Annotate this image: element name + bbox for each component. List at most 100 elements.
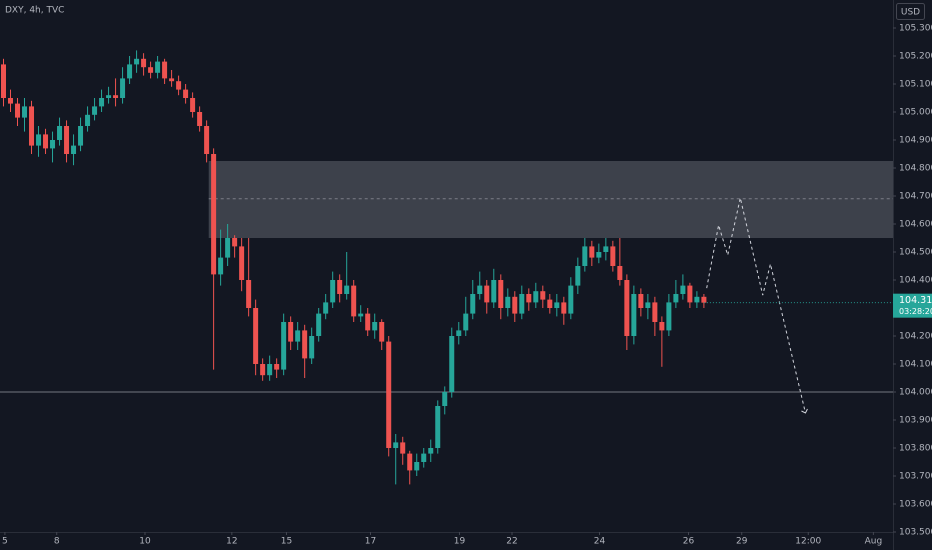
candle-body bbox=[260, 364, 266, 376]
candle-body bbox=[617, 266, 623, 280]
candle-body bbox=[582, 246, 588, 266]
candle-body bbox=[631, 294, 637, 336]
candle-body bbox=[365, 313, 371, 331]
candle-body bbox=[512, 296, 518, 314]
candle-body bbox=[477, 285, 483, 294]
candle-body bbox=[239, 246, 245, 280]
candle-body bbox=[533, 291, 539, 303]
candle-body bbox=[456, 330, 462, 336]
candle-body bbox=[127, 64, 133, 79]
y-tick-label: 104.600 bbox=[899, 220, 932, 230]
candle-body bbox=[393, 442, 399, 448]
chart-title: DXY, 4h, TVC bbox=[5, 6, 64, 16]
y-tick-label: 105.100 bbox=[899, 80, 932, 90]
candle-body bbox=[295, 330, 301, 342]
candle-body bbox=[302, 330, 308, 359]
candle-body bbox=[253, 308, 259, 364]
candle-body bbox=[323, 302, 329, 314]
candle-body bbox=[407, 453, 413, 471]
candle-body bbox=[316, 313, 322, 336]
x-tick-label: 24 bbox=[594, 537, 606, 547]
x-tick-label: 19 bbox=[454, 537, 466, 547]
y-tick-label: 104.400 bbox=[899, 276, 932, 286]
candle-body bbox=[463, 313, 469, 331]
candle-body bbox=[225, 238, 231, 258]
y-tick-label: 104.900 bbox=[899, 136, 932, 146]
candle-body bbox=[64, 126, 70, 154]
y-tick-label: 105.300 bbox=[899, 24, 932, 34]
candle-body bbox=[400, 442, 406, 454]
candle-body bbox=[246, 280, 252, 308]
candle-body bbox=[498, 280, 504, 308]
candle-body bbox=[71, 145, 77, 154]
candle-body bbox=[519, 294, 525, 314]
candle-body bbox=[428, 448, 434, 454]
last-price-label: 104.319 bbox=[899, 295, 932, 306]
currency-label[interactable]: USD bbox=[901, 8, 920, 18]
candle-body bbox=[484, 285, 490, 303]
y-tick-label: 104.100 bbox=[899, 360, 932, 370]
candle-body bbox=[274, 364, 280, 370]
y-tick-label: 105.000 bbox=[899, 108, 932, 118]
candle-body bbox=[596, 252, 602, 258]
candle-body bbox=[351, 285, 357, 317]
x-tick-label: Aug bbox=[865, 537, 883, 547]
y-tick-label: 103.900 bbox=[899, 416, 932, 426]
candle-body bbox=[134, 58, 140, 65]
candle-body bbox=[610, 246, 616, 266]
candle-body bbox=[659, 322, 665, 331]
candle-body bbox=[358, 313, 364, 317]
y-tick-label: 104.700 bbox=[899, 192, 932, 202]
candle-body bbox=[568, 285, 574, 314]
candle-body bbox=[470, 294, 476, 314]
candle-body bbox=[288, 322, 294, 342]
x-tick-label: 8 bbox=[54, 537, 60, 547]
candle-body bbox=[435, 406, 441, 448]
y-tick-label: 104.800 bbox=[899, 164, 932, 174]
y-tick-label: 103.800 bbox=[899, 444, 932, 454]
candle-body bbox=[680, 285, 686, 294]
candle-body bbox=[197, 112, 203, 126]
candle-body bbox=[344, 285, 350, 294]
candle-body bbox=[36, 134, 42, 146]
candle-body bbox=[589, 246, 595, 258]
candle-body bbox=[113, 95, 119, 98]
y-tick-label: 105.200 bbox=[899, 52, 932, 62]
candle-body bbox=[148, 67, 154, 73]
candle-body bbox=[78, 126, 84, 146]
y-tick-label: 103.700 bbox=[899, 472, 932, 482]
candle-body bbox=[540, 291, 546, 300]
x-tick-label: 10 bbox=[139, 537, 151, 547]
candle-body bbox=[414, 462, 420, 471]
candle-body bbox=[281, 322, 287, 370]
candle-body bbox=[155, 61, 161, 73]
candle-body bbox=[176, 81, 182, 90]
candle-body bbox=[638, 294, 644, 308]
candle-body bbox=[645, 302, 651, 308]
candle-body bbox=[694, 296, 700, 303]
candle-body bbox=[421, 453, 427, 462]
y-tick-label: 104.500 bbox=[899, 248, 932, 258]
candle-body bbox=[8, 98, 14, 104]
candle-body bbox=[162, 61, 168, 79]
candle-body bbox=[120, 78, 126, 98]
x-tick-label: 22 bbox=[506, 537, 517, 547]
last-price-tag bbox=[893, 293, 932, 318]
candle-body bbox=[50, 140, 56, 149]
y-tick-label: 103.600 bbox=[899, 500, 932, 510]
candle-body bbox=[687, 285, 693, 303]
candle-body bbox=[92, 106, 98, 115]
candle-body bbox=[624, 280, 630, 336]
candle-body bbox=[29, 106, 35, 146]
currency-button[interactable] bbox=[896, 3, 925, 20]
candle-body bbox=[386, 341, 392, 448]
candle-body bbox=[57, 126, 63, 140]
candle-body bbox=[603, 246, 609, 252]
candle-body bbox=[491, 280, 497, 303]
candle-body bbox=[666, 302, 672, 331]
candle-body bbox=[99, 98, 105, 107]
candle-body bbox=[372, 322, 378, 331]
candle-body bbox=[218, 257, 224, 275]
y-tick-label: 103.500 bbox=[899, 528, 932, 538]
